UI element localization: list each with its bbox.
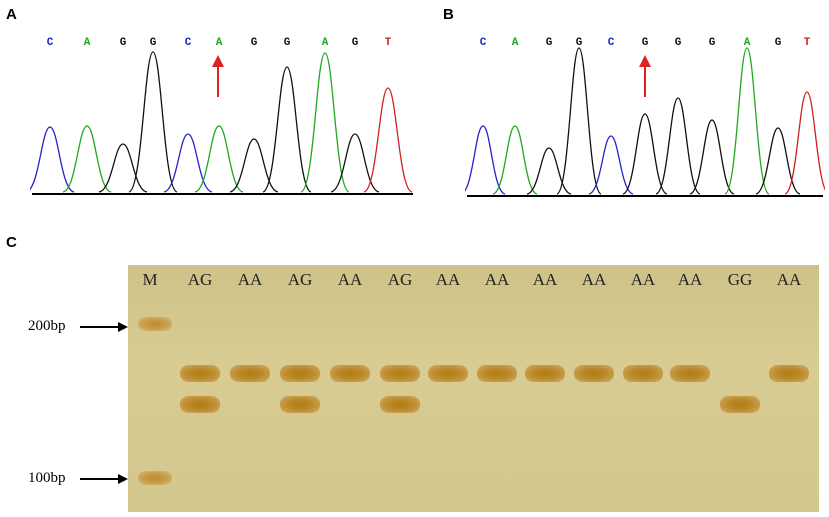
lane-label-7: AA — [435, 270, 461, 289]
peak-10 — [755, 127, 801, 195]
base-call-9: A — [744, 37, 751, 49]
marker-arrow-100bp — [80, 474, 128, 484]
band-lower-lane-13 — [720, 396, 760, 413]
panel-label-a: A — [6, 6, 17, 23]
band-upper-lane-6 — [380, 365, 420, 382]
panel-label-b: B — [443, 6, 454, 23]
peak-5 — [588, 135, 634, 195]
ladder-band-100bp — [138, 471, 172, 485]
peak-2 — [62, 125, 112, 193]
peak-7 — [655, 97, 701, 195]
gel-image — [128, 265, 819, 512]
peak-9 — [300, 52, 350, 193]
base-call-1: C — [47, 37, 54, 49]
base-call-9: A — [322, 37, 329, 49]
peak-8 — [262, 66, 312, 193]
band-lower-lane-2 — [180, 396, 220, 413]
peak-6 — [622, 113, 668, 195]
peak-6 — [194, 125, 244, 193]
lane-label-13: GG — [727, 270, 753, 289]
base-call-4: G — [150, 37, 157, 49]
lane-label-10: AA — [581, 270, 607, 289]
base-call-11: T — [804, 37, 811, 49]
base-call-3: G — [120, 37, 127, 49]
base-call-8: G — [284, 37, 291, 49]
base-call-6: G — [642, 37, 649, 49]
base-call-2: A — [512, 37, 519, 49]
base-call-4: G — [576, 37, 583, 49]
band-lower-lane-4 — [280, 396, 320, 413]
peak-8 — [689, 119, 735, 195]
gel-background — [128, 265, 819, 512]
lane-label-1: M — [142, 270, 158, 289]
marker-label-200bp: 200bp — [28, 318, 66, 334]
lane-label-8: AA — [484, 270, 510, 289]
band-lower-lane-6 — [380, 396, 420, 413]
band-upper-lane-8 — [477, 365, 517, 382]
peak-5 — [163, 133, 213, 193]
variant-arrow-a — [212, 55, 224, 97]
base-call-5: C — [185, 37, 192, 49]
lane-label-5: AA — [337, 270, 363, 289]
band-upper-lane-12 — [670, 365, 710, 382]
peak-4 — [128, 51, 178, 193]
peak-11 — [363, 87, 413, 193]
base-call-2: A — [84, 37, 91, 49]
base-call-6: A — [216, 37, 223, 49]
lane-label-11: AA — [630, 270, 656, 289]
base-call-10: G — [352, 37, 359, 49]
band-upper-lane-5 — [330, 365, 370, 382]
band-upper-lane-2 — [180, 365, 220, 382]
lane-label-12: AA — [677, 270, 703, 289]
panel-label-c: C — [6, 234, 17, 251]
lane-label-3: AA — [237, 270, 263, 289]
peak-11 — [784, 91, 825, 195]
base-call-1: C — [480, 37, 487, 49]
base-call-3: G — [546, 37, 553, 49]
lane-label-14: AA — [776, 270, 802, 289]
lane-label-4: AG — [287, 270, 313, 289]
base-call-7: G — [251, 37, 258, 49]
lane-label-2: AG — [187, 270, 213, 289]
peak-9 — [724, 47, 770, 195]
base-call-7: G — [675, 37, 682, 49]
base-call-10: G — [775, 37, 782, 49]
band-upper-lane-7 — [428, 365, 468, 382]
lane-label-9: AA — [532, 270, 558, 289]
variant-arrow-b — [639, 55, 651, 97]
peak-3 — [98, 143, 148, 193]
base-call-5: C — [608, 37, 615, 49]
band-upper-lane-11 — [623, 365, 663, 382]
marker-arrow-200bp — [80, 322, 128, 332]
peak-4 — [556, 47, 602, 195]
peak-2 — [492, 125, 538, 195]
marker-label-100bp: 100bp — [28, 470, 66, 486]
band-upper-lane-10 — [574, 365, 614, 382]
band-upper-lane-3 — [230, 365, 270, 382]
band-upper-lane-9 — [525, 365, 565, 382]
peak-1 — [465, 125, 506, 195]
peak-1 — [30, 126, 75, 193]
peak-7 — [229, 138, 279, 193]
base-call-11: T — [385, 37, 392, 49]
band-upper-lane-14 — [769, 365, 809, 382]
band-upper-lane-4 — [280, 365, 320, 382]
ladder-band-200bp — [138, 317, 172, 331]
base-call-8: G — [709, 37, 716, 49]
lane-label-6: AG — [387, 270, 413, 289]
peak-10 — [330, 133, 380, 193]
